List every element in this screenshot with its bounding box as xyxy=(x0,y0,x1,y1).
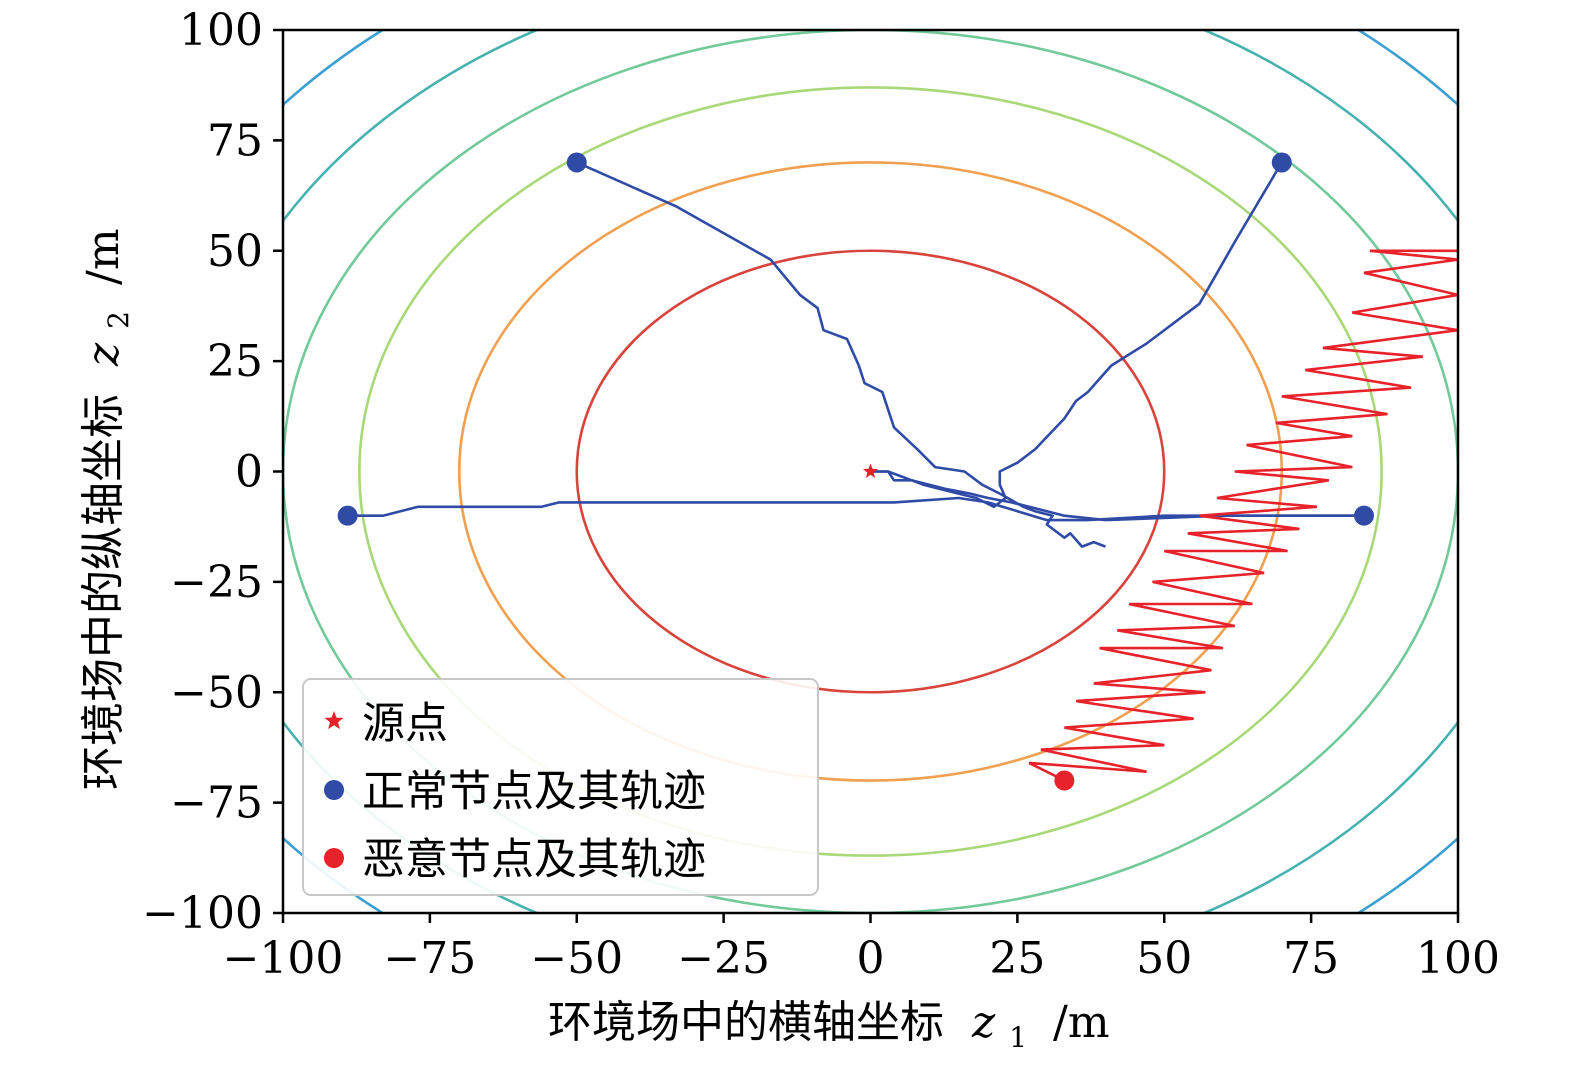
contour-ring-1 xyxy=(457,161,1284,782)
y-tick-label: −75 xyxy=(170,778,263,829)
contour-lines xyxy=(283,30,1458,913)
y-tick-label: 75 xyxy=(207,115,263,166)
y-tick-label: −100 xyxy=(142,888,263,939)
legend: 源点 正常节点及其轨迹 恶意节点及其轨迹 xyxy=(302,678,819,896)
malicious-trajectories xyxy=(1028,249,1458,782)
y-tick-label: 100 xyxy=(179,5,263,56)
x-tick-label: −50 xyxy=(530,933,623,984)
legend-label-source: 源点 xyxy=(362,699,448,749)
legend-box xyxy=(302,678,819,896)
x-tick-label: 100 xyxy=(1416,933,1500,984)
contour-ring-2 xyxy=(358,86,1383,857)
legend-star-marker xyxy=(324,711,344,730)
y-tick-label: 50 xyxy=(207,226,263,277)
y-axis-ticks: −100 −75 −50 −25 0 25 50 75 100 xyxy=(142,5,283,939)
x-tick-label: −75 xyxy=(383,933,476,984)
normal-trajectories xyxy=(347,161,1364,548)
legend-normal-marker xyxy=(324,780,344,800)
normal-trajectory-3 xyxy=(870,470,1364,522)
x-tick-label: 75 xyxy=(1283,933,1339,984)
x-tick-label: 0 xyxy=(857,933,885,984)
x-tick-label: −25 xyxy=(677,933,770,984)
legend-label-malicious: 恶意节点及其轨迹 xyxy=(362,835,706,885)
x-tick-label: 50 xyxy=(1136,933,1192,984)
node-markers xyxy=(337,152,1374,791)
normal-trajectory-2 xyxy=(347,496,1364,522)
y-axis-label: 环境场中的纵轴坐标 z 2 /m xyxy=(78,228,139,790)
y-tick-label: −25 xyxy=(170,557,263,608)
legend-label-normal: 正常节点及其轨迹 xyxy=(362,767,706,817)
x-tick-label: −100 xyxy=(223,933,344,984)
normal-node-marker-1 xyxy=(1271,152,1292,173)
normal-node-marker-0 xyxy=(566,152,587,173)
x-axis-ticks: −100 −75 −50 −25 0 25 50 75 100 xyxy=(223,913,1500,984)
normal-trajectory-0 xyxy=(576,161,1106,548)
y-tick-label: 25 xyxy=(207,336,263,387)
normal-node-marker-2 xyxy=(337,505,358,526)
legend-malicious-marker xyxy=(324,848,344,868)
y-tick-label: −50 xyxy=(170,667,263,718)
malicious-node-marker-0 xyxy=(1054,770,1075,791)
x-axis-label: 环境场中的横轴坐标 z 1 /m xyxy=(548,997,1110,1058)
malicious-trajectory-0 xyxy=(1028,249,1458,782)
source-star-marker xyxy=(862,463,879,478)
y-tick-label: 0 xyxy=(235,447,263,498)
normal-trajectory-1 xyxy=(870,161,1283,509)
x-tick-label: 25 xyxy=(989,933,1045,984)
normal-node-marker-3 xyxy=(1354,505,1374,526)
contour-ring-0 xyxy=(575,249,1166,694)
